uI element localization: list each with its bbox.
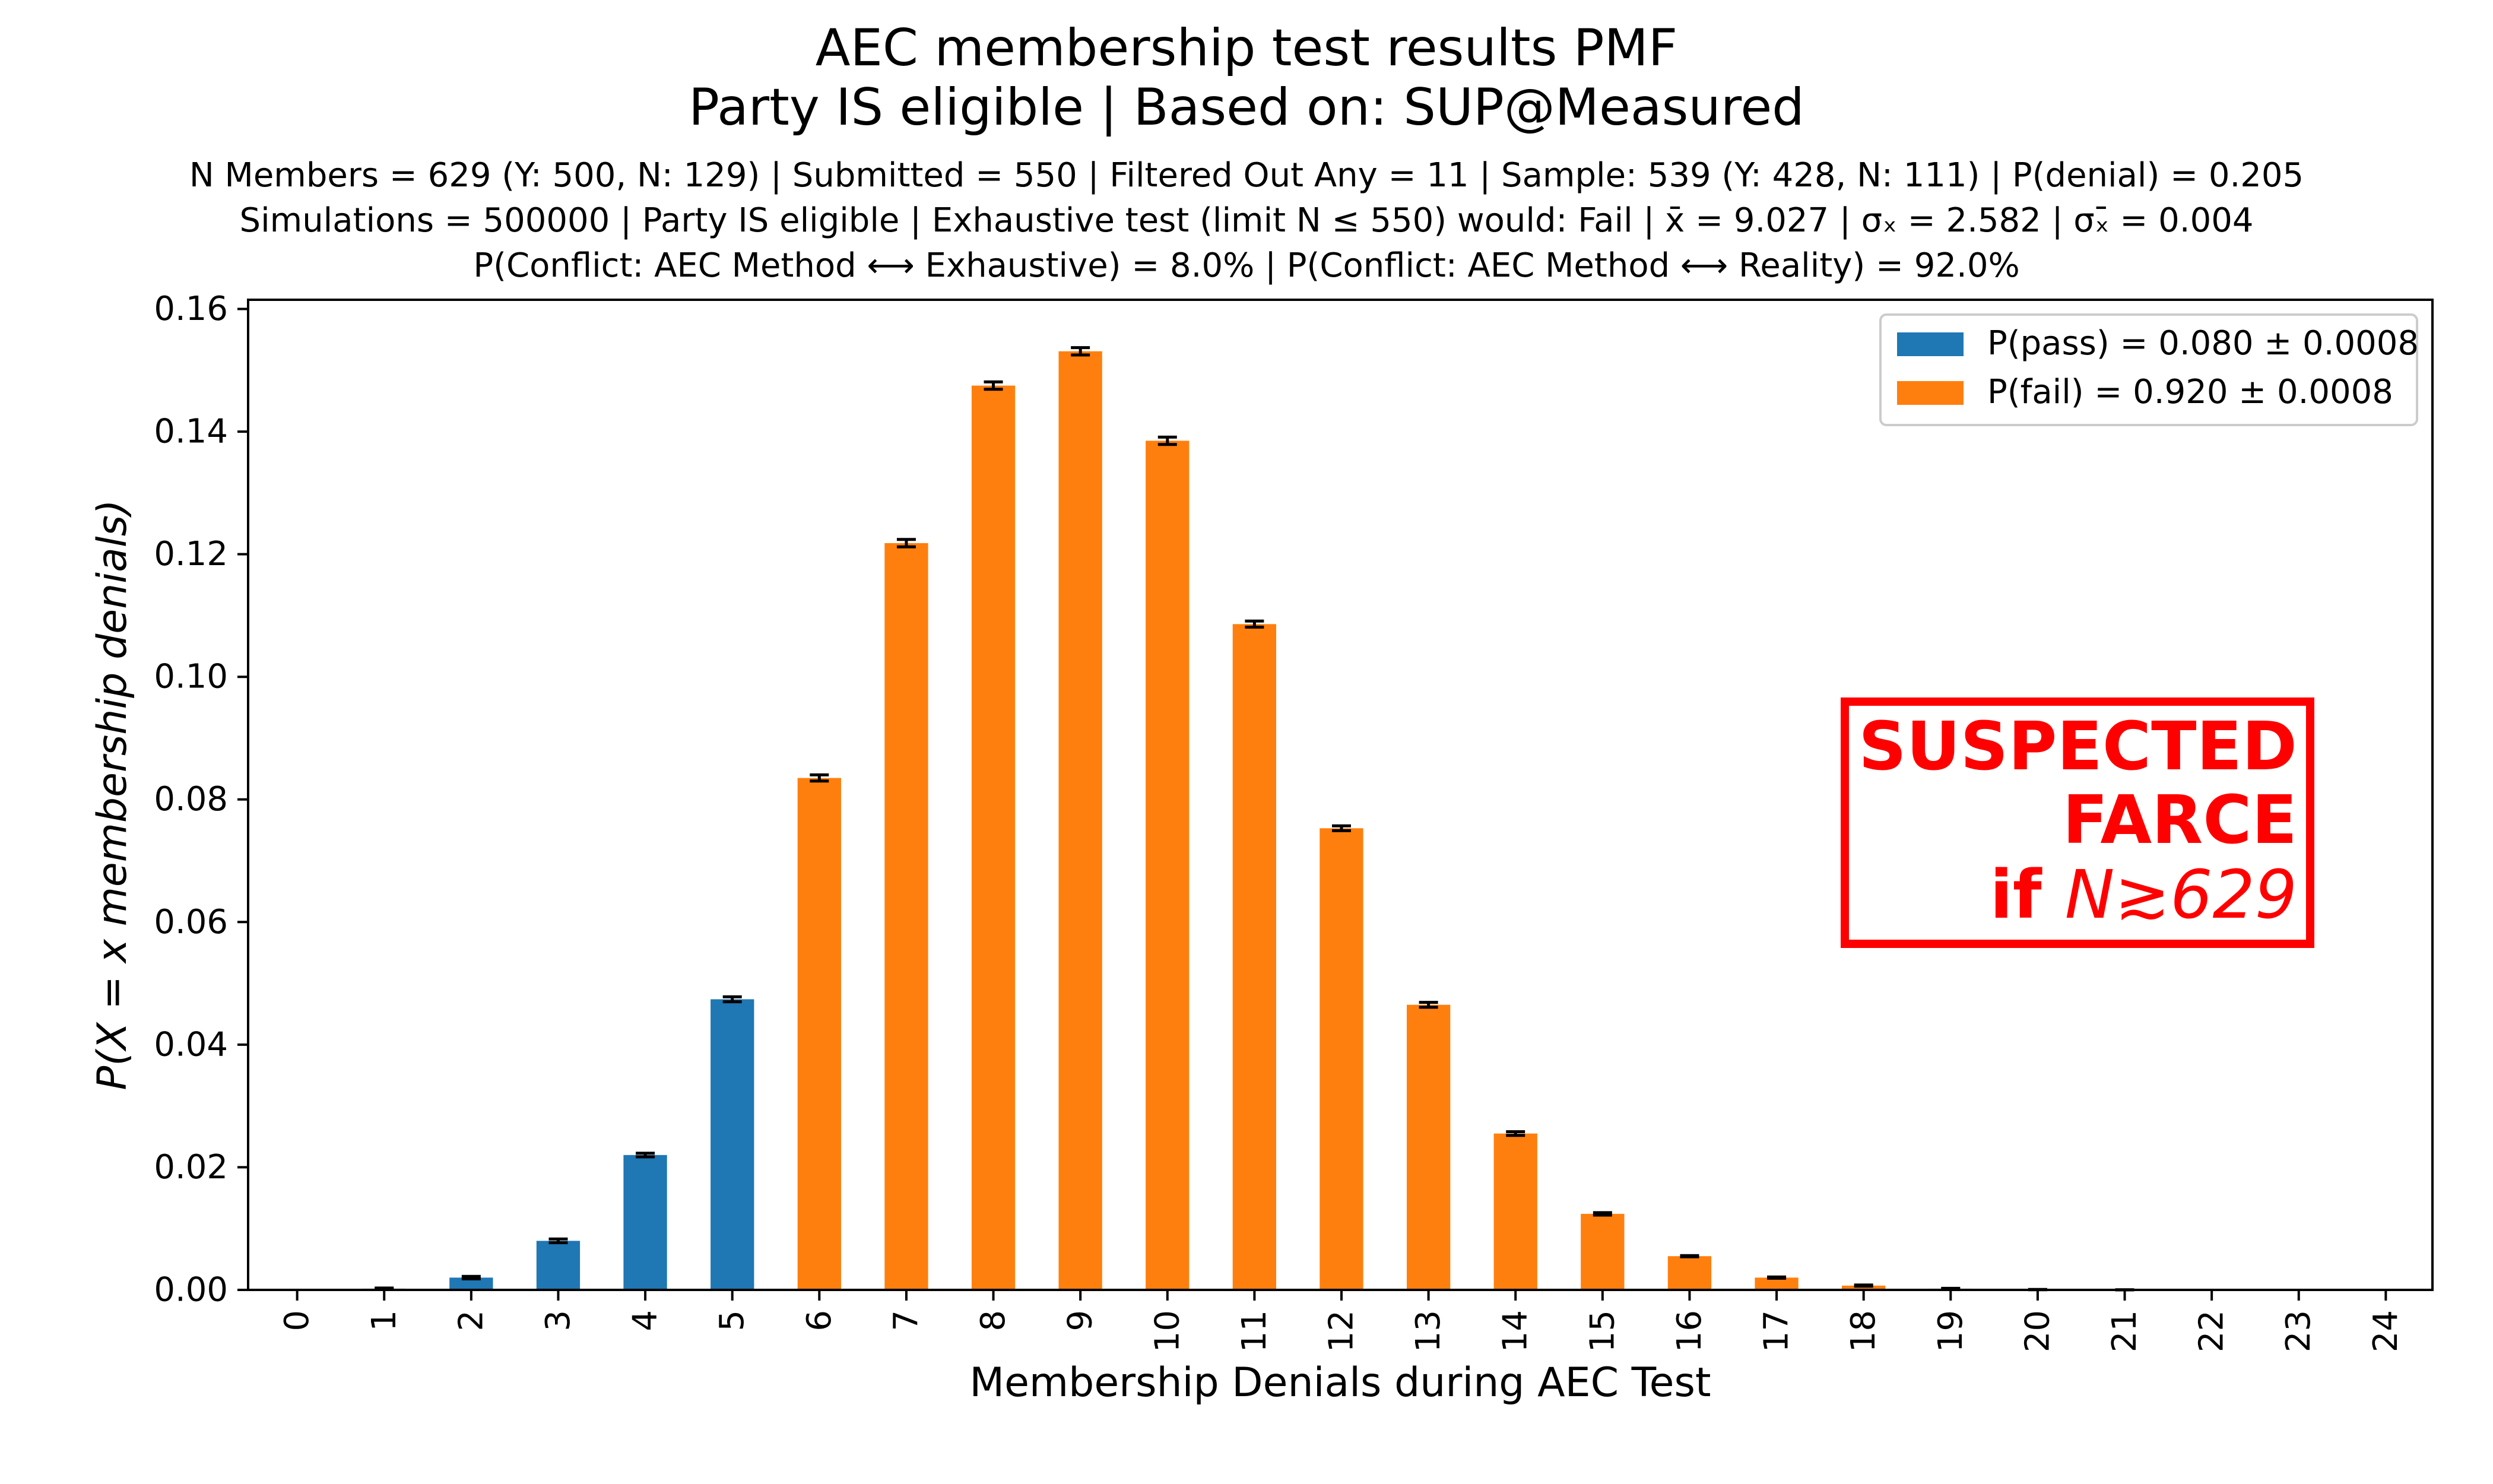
legend-swatch-pass xyxy=(1897,332,1964,356)
bar-3 xyxy=(536,1241,581,1290)
y-tick-label-0.04: 0.04 xyxy=(154,1025,228,1064)
bar-16 xyxy=(1667,1256,1712,1290)
bar-10 xyxy=(1146,440,1190,1290)
error-bar-5 xyxy=(722,995,742,1004)
x-tick-label-13: 13 xyxy=(1409,1310,1448,1352)
y-tick-label-0.16: 0.16 xyxy=(154,290,228,328)
error-bar-17 xyxy=(1767,1275,1787,1280)
error-bar-4 xyxy=(636,1152,655,1159)
bar-7 xyxy=(884,543,928,1290)
y-axis: 0.00 0.02 0.04 0.06 0.08 0.10 0.12 0.14 0.16 xyxy=(154,290,248,1309)
bar-17 xyxy=(1755,1277,1799,1290)
stamp-border xyxy=(1841,697,2314,948)
bar-6 xyxy=(797,778,841,1290)
error-bar-10 xyxy=(1157,435,1177,446)
x-tick-label-12: 12 xyxy=(1322,1310,1361,1352)
bar-12 xyxy=(1320,828,1363,1290)
x-tick-label-18: 18 xyxy=(1844,1310,1883,1352)
bar-4 xyxy=(623,1155,667,1290)
stamp-line2: FARCE xyxy=(2063,782,2297,859)
x-tick-label-4: 4 xyxy=(626,1310,665,1331)
x-tick-label-20: 20 xyxy=(2018,1310,2057,1352)
stamp-line3-prefix: if xyxy=(1990,857,2064,934)
x-tick-label-0: 0 xyxy=(278,1310,316,1331)
error-bar-14 xyxy=(1506,1130,1525,1137)
x-tick-label-16: 16 xyxy=(1670,1310,1709,1352)
error-bar-3 xyxy=(548,1237,568,1244)
y-tick-label-0.12: 0.12 xyxy=(154,535,228,573)
error-bar-6 xyxy=(810,773,829,783)
x-tick-label-22: 22 xyxy=(2193,1310,2231,1352)
chart-title-line2: Party IS eligible | Based on: SUP@Measur… xyxy=(689,78,1804,137)
bar-5 xyxy=(711,999,754,1290)
x-tick-label-17: 17 xyxy=(1758,1310,1796,1352)
error-bar-18 xyxy=(1854,1283,1873,1288)
x-tick-label-19: 19 xyxy=(1931,1310,1970,1352)
error-bar-9 xyxy=(1071,346,1090,357)
y-tick-label-0.08: 0.08 xyxy=(154,780,228,819)
chart-subtitle-line3: P(Conflict: AEC Method ⟷ Exhaustive) = 8… xyxy=(473,246,2020,285)
error-bar-13 xyxy=(1419,1001,1438,1009)
y-axis-label: P(X = x membership denials) xyxy=(89,499,136,1090)
chart-subtitle-line1: N Members = 629 (Y: 500, N: 129) | Submi… xyxy=(189,156,2304,195)
legend-box xyxy=(1879,313,2418,426)
x-tick-label-10: 10 xyxy=(1148,1310,1187,1352)
stamp-line3-math: N≳629 xyxy=(2065,857,2297,934)
error-bar-16 xyxy=(1680,1254,1699,1258)
error-bar-7 xyxy=(896,538,916,548)
x-tick-label-1: 1 xyxy=(365,1310,404,1331)
x-tick-label-8: 8 xyxy=(974,1310,1013,1331)
bar-9 xyxy=(1058,351,1102,1290)
x-axis: 0 1 2 3 4 5 6 7 8 9 10 11 12 13 14 15 16 17 18 19 20 21 22 23 24 xyxy=(278,1290,2405,1352)
bar-18 xyxy=(1842,1285,1886,1290)
bar-13 xyxy=(1407,1004,1451,1290)
legend: P(pass) = 0.080 ± 0.0008 P(fail) = 0.920… xyxy=(1879,313,2419,426)
stamp-line2-text: FARCE xyxy=(2063,782,2297,859)
chart-title-line1: AEC membership test results PMF xyxy=(815,18,1678,78)
x-tick-label-11: 11 xyxy=(1235,1310,1274,1352)
bar-14 xyxy=(1493,1133,1537,1290)
bars-layer xyxy=(362,351,2147,1290)
x-axis-label: Membership Denials during AEC Test xyxy=(969,1359,1711,1406)
error-bar-11 xyxy=(1245,619,1264,629)
bar-2 xyxy=(449,1277,493,1290)
x-tick-label-24: 24 xyxy=(2367,1310,2405,1352)
bar-11 xyxy=(1232,624,1276,1290)
suspected-farce-stamp: SUSPECTED FARCE if N≳629 xyxy=(1841,697,2314,948)
legend-label-fail: P(fail) = 0.920 ± 0.0008 xyxy=(1987,373,2393,411)
x-tick-label-9: 9 xyxy=(1061,1310,1100,1331)
bar-15 xyxy=(1581,1213,1625,1290)
error-bar-15 xyxy=(1593,1211,1612,1217)
error-bar-12 xyxy=(1332,824,1351,832)
y-tick-label-0.14: 0.14 xyxy=(154,413,228,451)
x-tick-label-15: 15 xyxy=(1583,1310,1622,1352)
stamp-line1: SUSPECTED xyxy=(1858,708,2297,785)
x-tick-label-7: 7 xyxy=(887,1310,925,1331)
legend-label-pass: P(pass) = 0.080 ± 0.0008 xyxy=(1987,324,2419,363)
y-tick-label-0.00: 0.00 xyxy=(154,1271,228,1309)
error-bar-2 xyxy=(461,1274,481,1280)
x-tick-label-23: 23 xyxy=(2279,1310,2318,1352)
x-tick-label-6: 6 xyxy=(800,1310,839,1331)
x-tick-label-3: 3 xyxy=(539,1310,578,1331)
y-tick-label-0.10: 0.10 xyxy=(154,658,228,696)
x-tick-label-2: 2 xyxy=(452,1310,490,1331)
chart-subtitle-line2: Simulations = 500000 | Party IS eligible… xyxy=(239,201,2254,240)
bar-8 xyxy=(971,385,1016,1290)
x-tick-label-14: 14 xyxy=(1496,1310,1535,1352)
legend-swatch-fail xyxy=(1897,381,1964,405)
x-tick-label-21: 21 xyxy=(2105,1310,2144,1352)
stamp-line3: if N≳629 xyxy=(1990,857,2297,934)
x-tick-label-5: 5 xyxy=(713,1310,751,1331)
error-bar-8 xyxy=(984,380,1003,391)
y-tick-label-0.02: 0.02 xyxy=(154,1148,228,1187)
y-tick-label-0.06: 0.06 xyxy=(154,903,228,941)
